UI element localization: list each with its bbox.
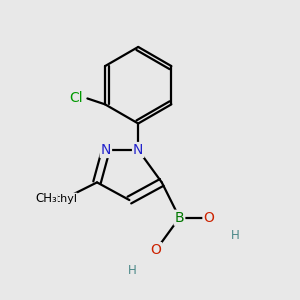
Text: Cl: Cl — [69, 92, 82, 106]
Text: H: H — [128, 264, 137, 277]
Text: O: O — [203, 211, 214, 225]
Text: CH₃: CH₃ — [35, 192, 57, 205]
Text: N: N — [100, 143, 111, 157]
Text: N: N — [133, 143, 143, 157]
Text: H: H — [231, 229, 240, 242]
Text: methyl: methyl — [38, 194, 77, 204]
Text: O: O — [151, 243, 161, 257]
Text: B: B — [175, 211, 184, 225]
